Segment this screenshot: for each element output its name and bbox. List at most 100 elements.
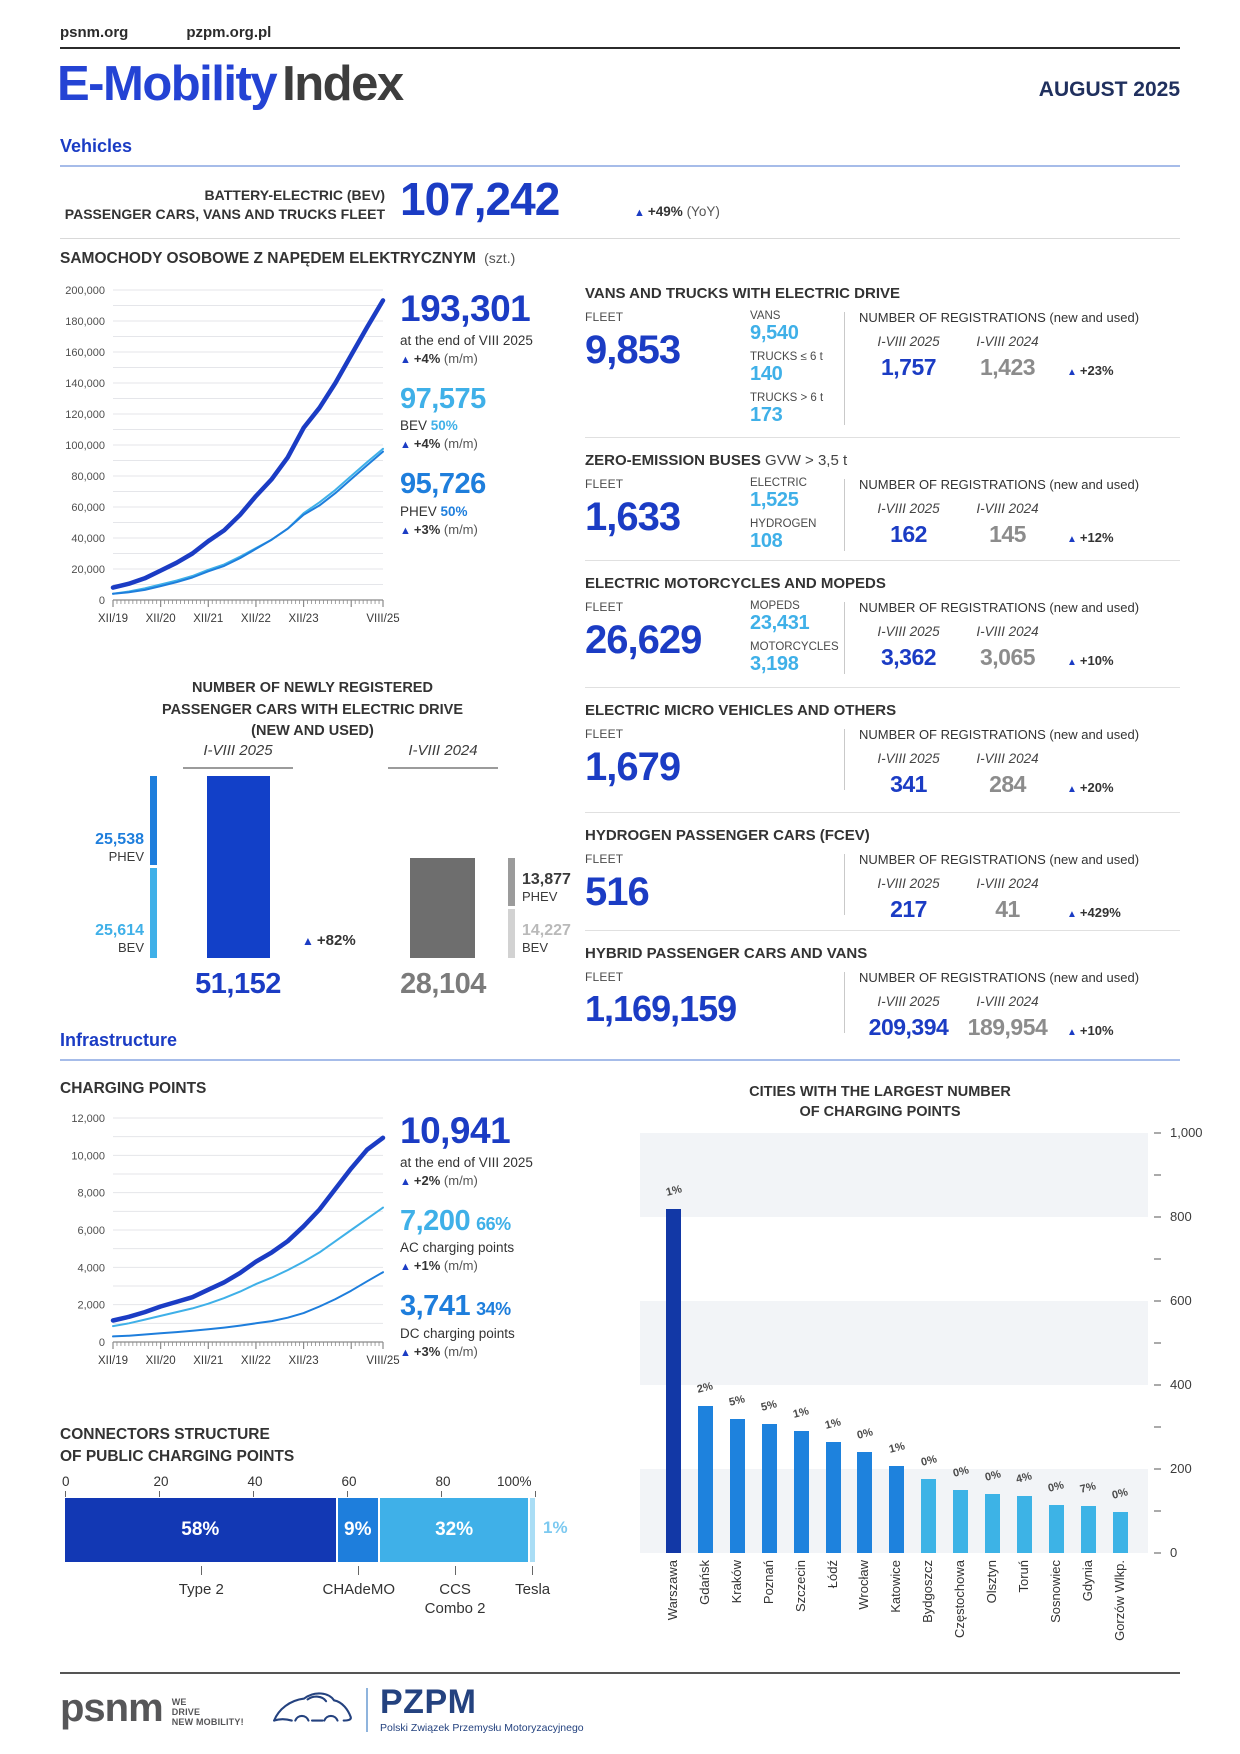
city-label-2: Kraków	[728, 1560, 744, 1604]
registrations-change: ▲ +10%	[1067, 653, 1114, 668]
registrations-2024-label: I-VIII 2024	[976, 501, 1039, 516]
bev-change-period: (YoY)	[686, 204, 720, 219]
registrations-2025-value: 1,757	[880, 354, 937, 380]
svg-text:60,000: 60,000	[71, 502, 105, 514]
city-label-9: Częstochowa	[952, 1560, 968, 1639]
registrations-2024-label: I-VIII 2024	[976, 624, 1039, 639]
city-label-11: Toruń	[1015, 1560, 1031, 1593]
newreg-bar-chart: I-VIII 2025 I-VIII 2024 25,538 PHEV 25,614 BE…	[60, 740, 571, 1040]
psnm-tagline-line2: DRIVE	[171, 1707, 201, 1717]
registrations-title: NUMBER OF REGISTRATIONS (new and used)	[859, 600, 1140, 615]
fleet-column: FLEET 1,679	[585, 727, 750, 798]
svg-text:XII/21: XII/21	[193, 1355, 223, 1367]
substat: ELECTRIC 1,525	[750, 477, 844, 512]
connector-segment-chademo: 9%	[337, 1498, 380, 1562]
city-label-8: Bydgoszcz	[920, 1560, 936, 1623]
substat-label: HYDROGEN	[750, 518, 817, 530]
city-bar-11	[1016, 1495, 1032, 1553]
car-sketch-icon	[273, 1692, 352, 1722]
registrations-column: NUMBER OF REGISTRATIONS (new and used) I-…	[845, 477, 1180, 559]
connectors-scale-tick	[346, 1491, 348, 1497]
substat: HYDROGEN 108	[750, 518, 844, 553]
fleet-label: FLEET	[585, 852, 624, 866]
registrations-2024: I-VIII 2024 3,065	[958, 624, 1057, 671]
city-bar-7	[889, 1466, 905, 1553]
cities-y-dash	[1154, 1258, 1161, 1260]
fleet-column: FLEET 516	[585, 852, 750, 923]
stat-change: ▲ +3% (m/m)	[400, 1343, 478, 1359]
side-bar-2025-phev	[150, 776, 157, 866]
link-psnm-org[interactable]: psnm.org	[60, 24, 129, 41]
side-label-value: 13,877	[522, 871, 571, 889]
registrations-2024-label: I-VIII 2024	[976, 751, 1039, 766]
registrations-column: NUMBER OF REGISTRATIONS (new and used) I-…	[845, 970, 1180, 1041]
bev-summary-value: 107,242	[400, 173, 560, 225]
connectors-scale-tick	[440, 1491, 442, 1497]
group-label-2025: I-VIII 2025	[203, 742, 273, 759]
city-bar-13	[1080, 1505, 1096, 1553]
svg-text:XII/21: XII/21	[193, 613, 223, 625]
city-bar-pct: 0%	[919, 1453, 938, 1469]
block-divider	[844, 312, 845, 425]
stat-0: 10,941 at the end of VIII 2025 ▲ +2% (m/m)	[400, 1111, 575, 1191]
city-bar-4	[793, 1431, 809, 1553]
connectors-scale-40: 40	[247, 1474, 263, 1489]
group-underline-2025	[183, 767, 293, 769]
connectors-chart-title: CONNECTORS STRUCTURE OF PUBLIC CHARGING …	[60, 1424, 294, 1468]
cities-y-dash	[1154, 1216, 1161, 1218]
city-bar-0	[666, 1208, 681, 1553]
cities-y-dash	[1154, 1132, 1161, 1134]
stat-value: 193,301	[400, 288, 531, 329]
vehicle-stat-blocks: VANS AND TRUCKS WITH ELECTRIC DRIVE FLEET…	[585, 263, 1180, 1045]
connector-label-tesla: Tesla	[515, 1581, 551, 1598]
substats-column	[750, 970, 844, 1041]
connectors-title-line2: OF PUBLIC CHARGING POINTS	[60, 1448, 295, 1465]
svg-text:VIII/25: VIII/25	[366, 1355, 399, 1367]
connector-label-type-2: Type 2	[178, 1581, 224, 1598]
vehicle-block-title: ZERO-EMISSION BUSES GVW > 3,5 t	[585, 452, 848, 469]
substats-column: MOPEDS 23,431 MOTORCYCLES 3,198	[750, 600, 844, 682]
svg-text:XII/23: XII/23	[289, 1355, 319, 1367]
stat-caption: at the end of VIII 2025	[400, 332, 533, 348]
connectors-scale-0: 0	[62, 1474, 70, 1489]
svg-text:0: 0	[99, 1337, 105, 1349]
svg-text:VIII/25: VIII/25	[366, 613, 399, 625]
vehicle-block-row: FLEET 9,853 VANS 9,540 TRUCKS ≤ 6 t 140 TRUCKS…	[585, 310, 1180, 433]
title-rest: Index	[282, 57, 404, 111]
registrations-2025-label: I-VIII 2025	[877, 624, 940, 639]
side-bar-2024-phev	[508, 858, 515, 906]
charging_points-series-ac	[112, 1206, 384, 1328]
cities-y-dash	[1154, 1552, 1161, 1554]
fleet-label: FLEET	[585, 477, 624, 491]
cities-y-label: 1,000	[1170, 1125, 1203, 1140]
side-label-2024-phev: 13,877 PHEV	[522, 871, 571, 905]
stat-caption: BEV 50%	[400, 418, 458, 434]
block-divider	[844, 729, 845, 790]
substat-value: 9,540	[750, 322, 799, 344]
ev_fleet-series-phev	[112, 450, 384, 595]
connectors-scale-tick	[252, 1491, 254, 1497]
registrations-2024: I-VIII 2024 145	[958, 501, 1057, 548]
block-divider	[844, 602, 845, 674]
svg-text:XII/22: XII/22	[241, 613, 271, 625]
registrations-change: ▲ +20%	[1067, 780, 1114, 795]
bev-summary-label: BATTERY-ELECTRIC (BEV) PASSENGER CARS, V…	[55, 186, 385, 224]
stat-share: 34%	[476, 1299, 511, 1320]
svg-text:XII/23: XII/23	[289, 613, 319, 625]
substat-value: 23,431	[750, 612, 810, 634]
fleet-column: FLEET 1,633	[585, 477, 750, 559]
registrations-2024-value: 284	[989, 771, 1026, 797]
cities-title-line1: CITIES WITH THE LARGEST NUMBER	[749, 1084, 1011, 1100]
registrations-title: NUMBER OF REGISTRATIONS (new and used)	[859, 727, 1140, 742]
vehicle-block-3: ELECTRIC MICRO VEHICLES AND OTHERS FLEET 1…	[585, 687, 1180, 812]
block-divider	[844, 479, 845, 551]
group-underline-2024	[388, 767, 498, 769]
cities-y-dash	[1154, 1174, 1161, 1176]
registrations-values: I-VIII 2025 162 I-VIII 2024 145 ▲ +12%	[859, 501, 1180, 548]
ev-fleet-chart-title-text: SAMOCHODY OSOBOWE Z NAPĘDEM ELEKTRYCZNYM	[60, 250, 476, 267]
stat-caption: DC charging points	[400, 1325, 515, 1341]
cities-y-label: 200	[1170, 1461, 1192, 1476]
link-pzpm-org-pl[interactable]: pzpm.org.pl	[186, 24, 272, 41]
city-label-10: Olsztyn	[984, 1560, 999, 1604]
registrations-values: I-VIII 2025 209,394 I-VIII 2024 189,954 ▲ +10…	[859, 994, 1180, 1041]
